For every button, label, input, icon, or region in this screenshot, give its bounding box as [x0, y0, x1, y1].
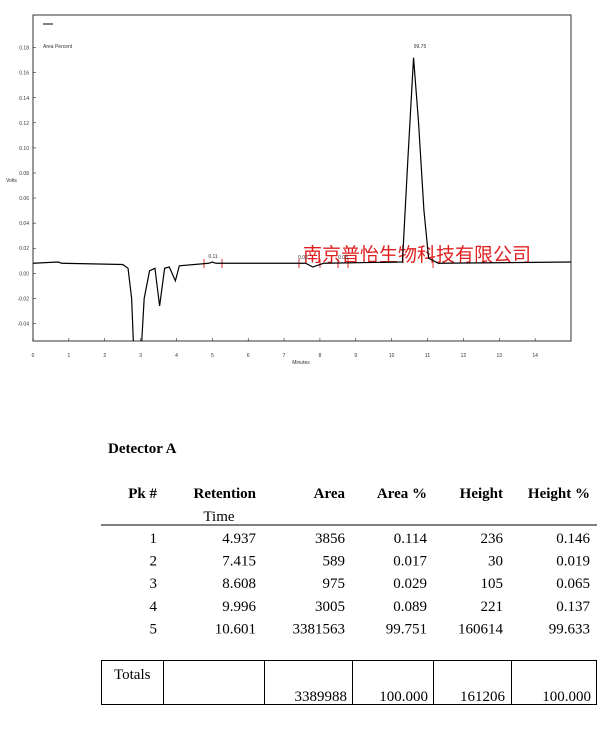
- trace-group: [33, 57, 571, 341]
- totals-cell: 161206: [460, 689, 506, 705]
- table-cell: 0.019: [556, 554, 590, 570]
- x-tick-label: 14: [532, 353, 538, 359]
- peak-label: 99.75: [414, 44, 427, 50]
- table-cell: 10.601: [215, 621, 256, 637]
- x-tick-label: 6: [247, 353, 250, 359]
- totals-cell: 3389988: [295, 689, 348, 705]
- y-tick-label: -0.02: [18, 296, 30, 302]
- table-cell: 30: [488, 554, 503, 570]
- table-cell: 0.137: [556, 599, 590, 615]
- x-tick-label: 8: [319, 353, 322, 359]
- table-cell: 8.608: [222, 576, 256, 592]
- table-cell: 7.415: [222, 554, 256, 570]
- plot-frame: [32, 14, 572, 342]
- table-cell: 236: [481, 531, 504, 547]
- table-cell: 0.029: [393, 576, 427, 592]
- table-cell: 3856: [315, 531, 346, 547]
- y-tick-label: 0.06: [19, 196, 29, 202]
- table-cell: 0.089: [393, 599, 427, 615]
- y-tick-label: 0.02: [19, 246, 29, 252]
- totals-box: [101, 660, 597, 705]
- y-tick-label: 0.00: [19, 271, 29, 277]
- detector-title: Detector A: [108, 441, 177, 457]
- y-tick-label: -0.04: [18, 321, 30, 327]
- legend-label: Area Percent: [43, 44, 73, 50]
- header-cell: Area: [314, 486, 346, 502]
- header-cell: Area %: [377, 486, 427, 502]
- y-tick-label: 0.14: [19, 96, 29, 102]
- x-tick-label: 7: [283, 353, 286, 359]
- y-tick-label: 0.16: [19, 71, 29, 77]
- totals-cell: 100.000: [542, 689, 591, 705]
- x-tick-label: 2: [103, 353, 106, 359]
- table-cell: 99.751: [386, 621, 427, 637]
- table-cell: 160614: [458, 621, 504, 637]
- table-cell: 221: [481, 599, 504, 615]
- table-cell: 0.146: [556, 531, 590, 547]
- x-tick-label: 1: [67, 353, 70, 359]
- header-cell: Pk #: [128, 486, 157, 502]
- table-cell: 0.065: [556, 576, 590, 592]
- y-tick-label: 0.10: [19, 146, 29, 152]
- x-axis-label: Minutes: [292, 360, 310, 366]
- x-tick-label: 13: [496, 353, 502, 359]
- x-tick-label: 11: [425, 353, 430, 359]
- table-cell: 975: [323, 576, 346, 592]
- table-cell: 3005: [315, 599, 345, 615]
- table-cell: 9.996: [222, 599, 256, 615]
- table-cell: 4: [150, 599, 158, 615]
- x-tick-label: 3: [139, 353, 142, 359]
- x-tick-label: 4: [175, 353, 178, 359]
- table-cell: 0.017: [393, 554, 427, 570]
- table-cell: 5: [150, 621, 158, 637]
- table-cell: 0.114: [394, 531, 428, 547]
- y-tick-label: 0.18: [19, 46, 29, 52]
- y-tick-label: 0.04: [19, 221, 29, 227]
- x-tick-label: 9: [354, 353, 357, 359]
- x-tick-label: 5: [211, 353, 214, 359]
- peak-label: 0.11: [208, 254, 218, 260]
- header-cell: Height %: [528, 486, 590, 502]
- table-cell: 105: [481, 576, 504, 592]
- y-tick-label: 0.12: [19, 121, 29, 127]
- x-tick-label: 12: [461, 353, 467, 359]
- table-cell: 3381563: [293, 621, 346, 637]
- table-cell: 1: [150, 531, 158, 547]
- x-tick-label: 10: [389, 353, 395, 359]
- y-axis-label: Volts: [6, 178, 17, 184]
- y-tick-label: 0.08: [19, 171, 29, 177]
- totals-label: Totals: [114, 667, 151, 683]
- x-tick-label: 0: [32, 353, 35, 359]
- table-cell: 3: [150, 576, 158, 592]
- header-cell: Height: [460, 486, 503, 502]
- table-cell: 4.937: [222, 531, 256, 547]
- table-cell: 99.633: [549, 621, 590, 637]
- table-cell: 589: [323, 554, 346, 570]
- header-cell: Time: [203, 509, 234, 525]
- trace: [33, 57, 571, 341]
- watermark: 南京普怡生物科技有限公司: [303, 244, 531, 266]
- header-cell: Retention: [194, 486, 257, 502]
- table-cell: 2: [150, 554, 158, 570]
- peak-label: 0.02: [298, 255, 308, 261]
- peak-label: 0.03: [338, 255, 348, 261]
- totals-cell: 100.000: [379, 689, 428, 705]
